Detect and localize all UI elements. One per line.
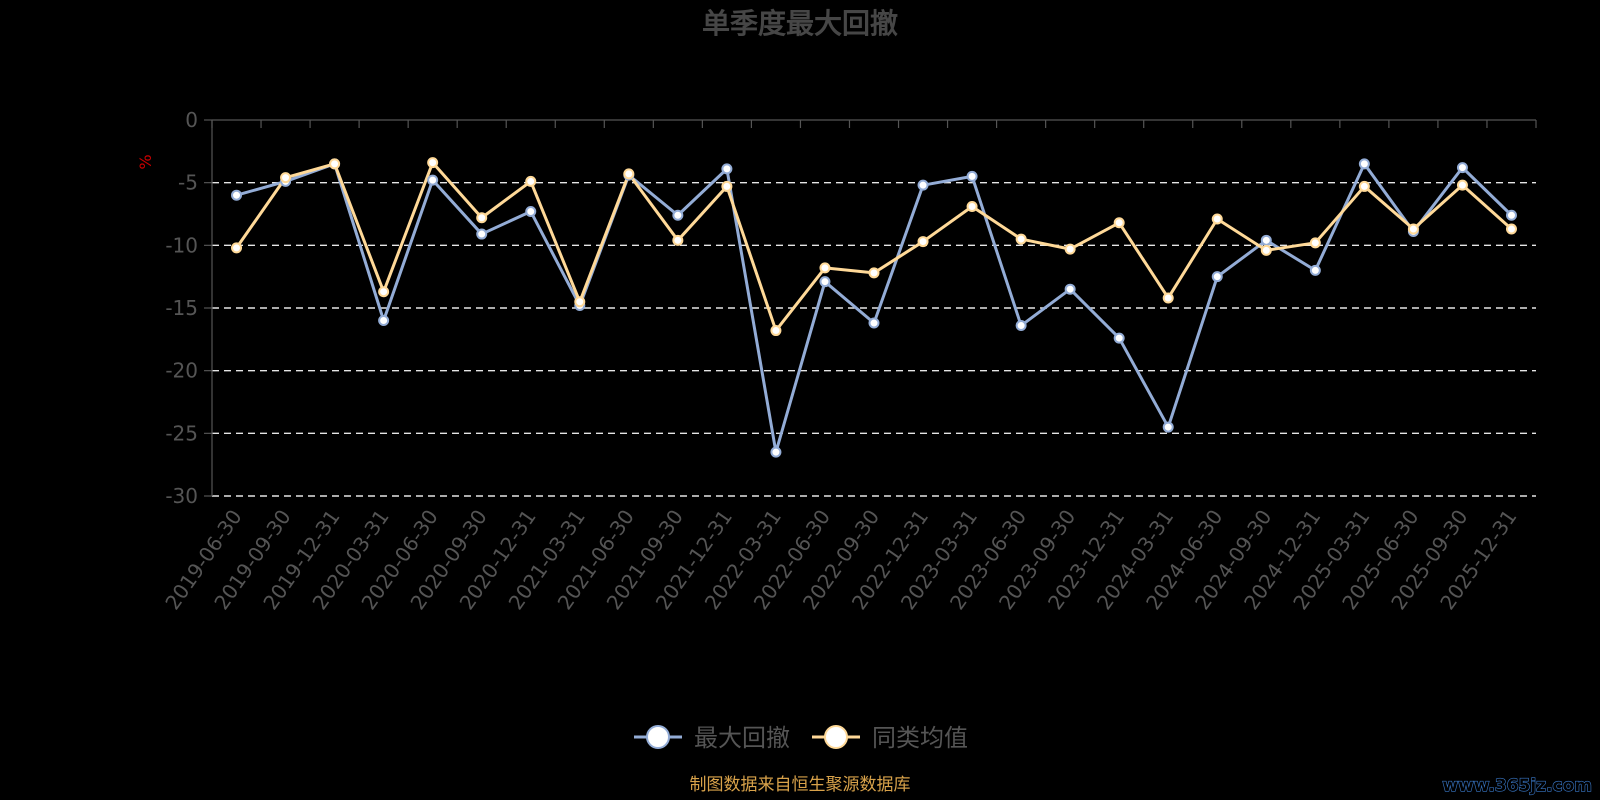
- data-point[interactable]: [1358, 180, 1370, 192]
- y-axis-ticks: 0 -5 -10 -15 -20 -25 -30: [165, 108, 198, 508]
- data-point[interactable]: [1260, 244, 1272, 256]
- data-point[interactable]: [819, 276, 831, 288]
- data-point[interactable]: [966, 170, 978, 182]
- data-point[interactable]: [1260, 234, 1272, 246]
- legend-swatch-marker[interactable]: [646, 725, 670, 749]
- data-point[interactable]: [1211, 271, 1223, 283]
- y-tick-label: -30: [165, 484, 198, 508]
- data-point[interactable]: [476, 228, 488, 240]
- data-source-note: 制图数据来自恒生聚源数据库: [690, 775, 911, 795]
- y-tick-label: -10: [165, 233, 198, 257]
- legend-item-label[interactable]: 同类均值: [872, 724, 968, 752]
- data-point[interactable]: [1113, 217, 1125, 229]
- data-point[interactable]: [623, 168, 635, 180]
- y-tick-label: -25: [165, 421, 198, 445]
- y-tick-label: -15: [165, 296, 198, 320]
- series-lines: [231, 157, 1517, 458]
- data-point[interactable]: [819, 262, 831, 274]
- axes: [204, 119, 1537, 497]
- x-axis-ticks: 2019-06-302019-09-302019-12-312020-03-31…: [160, 505, 1521, 614]
- data-point[interactable]: [574, 296, 586, 308]
- data-point[interactable]: [672, 209, 684, 221]
- data-point[interactable]: [1505, 209, 1517, 221]
- data-point[interactable]: [1162, 292, 1174, 304]
- data-point[interactable]: [427, 157, 439, 169]
- data-point[interactable]: [770, 325, 782, 337]
- data-point[interactable]: [1456, 162, 1468, 174]
- data-point[interactable]: [525, 205, 537, 217]
- legend-swatch-marker[interactable]: [824, 725, 848, 749]
- data-point[interactable]: [1309, 237, 1321, 249]
- data-point[interactable]: [231, 242, 243, 254]
- data-point[interactable]: [1015, 233, 1027, 245]
- data-point[interactable]: [868, 267, 880, 279]
- y-tick-label: 0: [185, 108, 198, 132]
- data-point[interactable]: [770, 446, 782, 458]
- chart-title: 单季度最大回撤: [702, 7, 898, 40]
- data-point[interactable]: [1162, 421, 1174, 433]
- data-point[interactable]: [868, 317, 880, 329]
- data-point[interactable]: [1113, 332, 1125, 344]
- data-point[interactable]: [378, 286, 390, 298]
- data-point[interactable]: [476, 212, 488, 224]
- gridlines: [212, 181, 1536, 497]
- data-point[interactable]: [427, 174, 439, 186]
- data-point[interactable]: [1407, 223, 1419, 235]
- data-point[interactable]: [721, 180, 733, 192]
- watermark: www.365jz.com: [1442, 776, 1592, 796]
- legend-item-label[interactable]: 最大回撤: [694, 724, 790, 752]
- data-point[interactable]: [721, 163, 733, 175]
- data-point[interactable]: [231, 189, 243, 201]
- data-point[interactable]: [1211, 213, 1223, 225]
- data-point[interactable]: [329, 158, 341, 170]
- y-tick-label: -20: [165, 359, 198, 383]
- data-point[interactable]: [917, 179, 929, 191]
- data-point[interactable]: [1064, 243, 1076, 255]
- y-axis-unit-label: %: [136, 154, 155, 169]
- data-point[interactable]: [672, 234, 684, 246]
- data-point[interactable]: [917, 236, 929, 248]
- data-point[interactable]: [378, 315, 390, 327]
- data-point[interactable]: [1309, 264, 1321, 276]
- data-point[interactable]: [966, 200, 978, 212]
- data-point[interactable]: [1064, 283, 1076, 295]
- data-point[interactable]: [1015, 320, 1027, 332]
- legend[interactable]: 最大回撤 同类均值: [634, 724, 968, 752]
- y-tick-label: -5: [178, 171, 198, 195]
- data-point[interactable]: [1358, 158, 1370, 170]
- data-point[interactable]: [1456, 179, 1468, 191]
- data-point[interactable]: [280, 172, 292, 184]
- series-line-1: [235, 161, 1513, 333]
- data-point[interactable]: [525, 175, 537, 187]
- data-point[interactable]: [1505, 223, 1517, 235]
